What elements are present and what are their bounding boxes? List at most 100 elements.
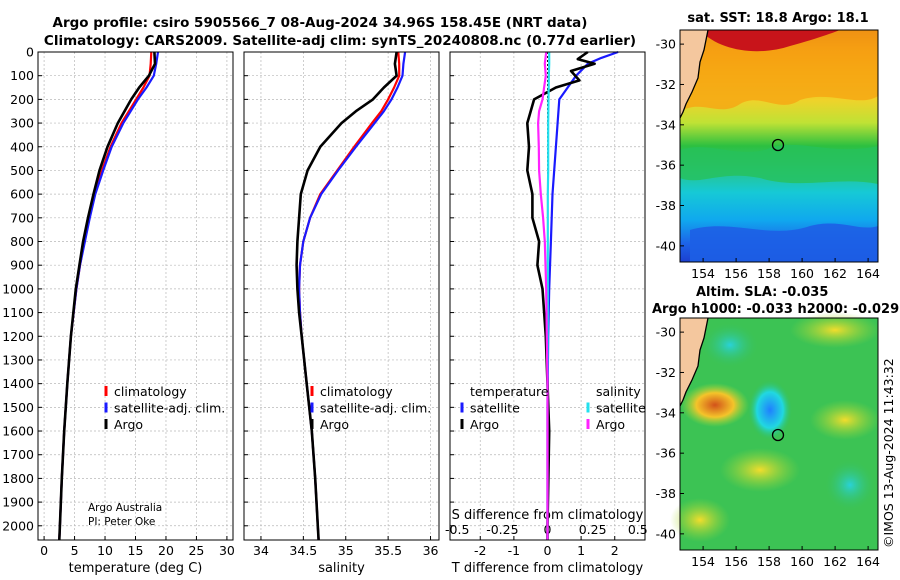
series-line: [536, 51, 549, 540]
sst-map-frame: [679, 29, 879, 263]
series-line: [295, 51, 398, 541]
map-x-tick-label: 154: [691, 266, 715, 281]
y-tick-label: 1500: [2, 400, 34, 415]
sla-coastline: [679, 317, 709, 407]
x-tick-label: -2: [474, 543, 486, 558]
legend-title-temperature: temperature: [470, 384, 549, 399]
x-axis-label: salinity: [318, 561, 365, 576]
sla-land: [680, 318, 708, 406]
credit-line1: Argo Australia: [88, 502, 162, 514]
map-y-tick-label: -30: [656, 37, 676, 52]
map-y-tick-label: -40: [656, 526, 676, 541]
map-x-tick-label: 156: [724, 554, 748, 569]
x-tick-label: 5: [71, 543, 79, 558]
x-tick-label: 0: [40, 543, 48, 558]
map-x-tick-label: 160: [790, 266, 814, 281]
y-tick-label: 800: [10, 234, 34, 249]
sla-cyan-north: [702, 323, 758, 367]
x-tick-label: 34.5: [289, 543, 317, 558]
y-tick-label: 300: [10, 116, 34, 131]
y-tick-label: 700: [10, 210, 34, 225]
x-tick-label: 34: [253, 543, 269, 558]
legend-label: Argo: [114, 417, 143, 432]
x2-tick-label: 0.25: [579, 522, 607, 537]
map-y-tick-label: -30: [656, 325, 676, 340]
y-tick-label: 1800: [2, 471, 34, 486]
sla-map-body: [670, 312, 880, 551]
map-y-tick-label: -34: [656, 405, 676, 420]
map-x-tick-label: 162: [823, 554, 847, 569]
sst-warm-band: [680, 30, 878, 112]
y-tick-label: 0: [26, 45, 34, 60]
map-y-tick-label: -38: [656, 486, 676, 501]
y-tick-label: 400: [10, 139, 34, 154]
y-tick-label: 1300: [2, 352, 34, 367]
figure-title-line1: Argo profile: csiro 5905566_7 08-Aug-202…: [53, 15, 588, 31]
sla-map-frame: [679, 317, 879, 551]
sla-argo-marker: [771, 428, 785, 442]
legend-label: climatology: [320, 384, 393, 399]
legend-title-salinity: salinity: [596, 384, 641, 399]
sla-map-subtitle: Argo h1000: -0.033 h2000: -0.029: [652, 302, 899, 317]
y-tick-label: 500: [10, 163, 34, 178]
legend-label: Argo: [320, 417, 349, 432]
y-tick-label: 1600: [2, 424, 34, 439]
x-tick-label: 25: [188, 543, 204, 558]
sla-map-title: Altim. SLA: -0.035: [696, 285, 828, 300]
sst-land: [680, 30, 708, 118]
y-tick-label: 100: [10, 68, 34, 83]
sst-map-body: [679, 29, 879, 263]
sst-argo-marker: [771, 138, 785, 152]
temperature-panel: 0100200300400500600700800900100011001200…: [2, 45, 235, 577]
sla-low-eddy: [748, 380, 792, 440]
x2-tick-label: -0.5: [445, 522, 469, 537]
sla-yellow-north: [790, 312, 880, 348]
x-tick-label: 0: [544, 543, 552, 558]
map-x-tick-label: 158: [757, 554, 781, 569]
x-tick-label: 2: [611, 543, 619, 558]
plot-frame: [243, 51, 440, 541]
x-axis-label: temperature (deg C): [69, 561, 203, 576]
sst-hot-core: [700, 30, 840, 52]
y-tick-label: 1400: [2, 376, 34, 391]
x-tick-label: -1: [508, 543, 520, 558]
x-tick-label: 30: [219, 543, 235, 558]
sla-high-eddy: [681, 383, 749, 427]
plot-frame: [37, 51, 234, 541]
y-tick-label: 900: [10, 258, 34, 273]
map-x-tick-label: 162: [823, 266, 847, 281]
sst-green-band: [680, 144, 878, 184]
map-y-tick-label: -40: [656, 238, 676, 253]
legend-label: satellite: [596, 401, 646, 416]
series-line: [58, 51, 157, 541]
x2-tick-label: 0.5: [628, 522, 648, 537]
y-tick-label: 200: [10, 92, 34, 107]
x-tick-label: 36: [423, 543, 439, 558]
x-tick-label: 15: [128, 543, 144, 558]
plot-background: [244, 52, 439, 540]
map-x-tick-label: 156: [724, 266, 748, 281]
x-tick-label: 35.5: [374, 543, 402, 558]
legend-label: Argo: [596, 417, 625, 432]
map-y-tick-label: -36: [656, 446, 676, 461]
sst-coastline: [679, 29, 709, 119]
sst-cold-band: [690, 223, 878, 262]
x-tick-label: 10: [97, 543, 113, 558]
legend-label: satellite: [470, 401, 520, 416]
legend-label: satellite-adj. clim.: [320, 401, 431, 416]
x-tick-label: 35: [338, 543, 354, 558]
plot-frame: [449, 51, 646, 541]
y-tick-label: 1900: [2, 495, 34, 510]
map-x-tick-label: 154: [691, 554, 715, 569]
sla-yellow-southwest: [670, 498, 730, 542]
y-tick-label: 1200: [2, 329, 34, 344]
y-tick-label: 1000: [2, 281, 34, 296]
map-y-tick-label: -32: [656, 77, 676, 92]
sla-yellow-south: [720, 448, 800, 492]
legend-label: Argo: [470, 417, 499, 432]
sst-map: sat. SST: 18.8 Argo: 18.1: [679, 11, 879, 263]
sla-yellow-east: [810, 400, 880, 440]
y-tick-label: 1700: [2, 447, 34, 462]
